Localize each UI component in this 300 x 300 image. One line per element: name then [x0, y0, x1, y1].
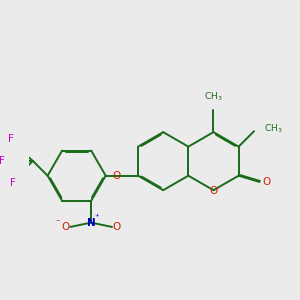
Text: O: O	[62, 222, 70, 232]
Text: CH$_3$: CH$_3$	[263, 123, 282, 135]
Text: O: O	[209, 186, 217, 196]
Text: $^+$: $^+$	[93, 212, 100, 221]
Text: O: O	[262, 177, 270, 187]
Text: O: O	[112, 171, 120, 181]
Text: $^-$: $^-$	[54, 217, 61, 226]
Text: N: N	[87, 218, 95, 228]
Text: F: F	[8, 134, 14, 144]
Text: F: F	[0, 156, 5, 166]
Text: O: O	[112, 222, 121, 232]
Text: CH$_3$: CH$_3$	[204, 91, 223, 103]
Text: F: F	[11, 178, 16, 188]
